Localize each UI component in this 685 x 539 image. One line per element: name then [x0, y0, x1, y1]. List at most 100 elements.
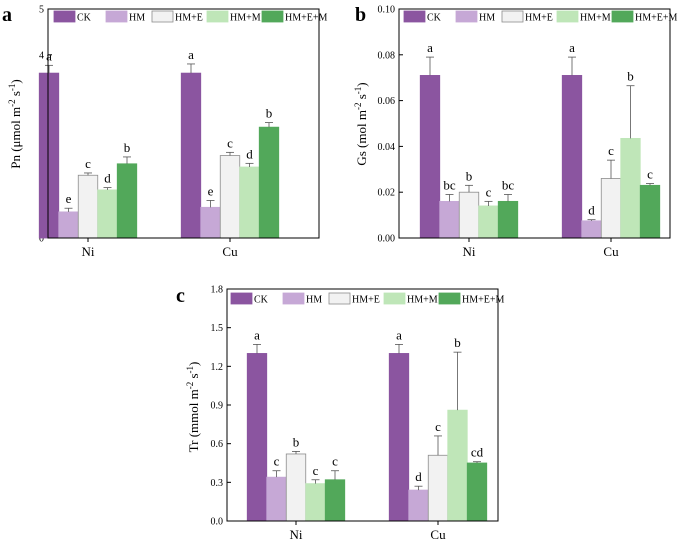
bar-hm-e-cu [601, 178, 621, 238]
y-axis-label: Pn (μmol m-2 s-1) [7, 79, 23, 169]
legend-swatch [283, 293, 304, 304]
significance-letter: c [85, 156, 91, 171]
significance-letter: a [254, 327, 260, 342]
legend-swatch [502, 11, 523, 22]
y-tick-label: 0.3 [211, 478, 224, 489]
bar-hm-m-ni [306, 484, 326, 521]
legend-swatch [54, 11, 75, 22]
y-tick-label: 0.6 [211, 439, 224, 450]
bar-ck-ni [39, 73, 59, 238]
legend-label: CK [254, 295, 269, 306]
y-tick-label: 0.08 [378, 50, 396, 61]
bar-ck-cu [181, 73, 201, 238]
legend-label: HM [129, 13, 145, 24]
panel-c: c Tr (mmol m-2 s-1) 0.00.30.60.91.21.51.… [176, 285, 505, 539]
legend-swatch [456, 11, 477, 22]
bar-hm-e-m-cu [640, 185, 660, 238]
legend-label: HM+M [580, 13, 611, 24]
legend-label: HM [306, 295, 322, 306]
bar-hm-e-ni [78, 175, 98, 238]
x-tick-label: Ni [290, 527, 303, 539]
legend-label: CK [77, 13, 92, 24]
y-tick-label: 0.9 [211, 401, 224, 412]
bar-ck-cu [389, 353, 409, 521]
legend-label: HM+E [175, 13, 203, 24]
legend-swatch [262, 11, 283, 22]
significance-letter: c [227, 135, 233, 150]
y-tick-label: 4 [39, 50, 44, 61]
legend-swatch [384, 293, 405, 304]
bar-hm-e-m-ni [117, 164, 137, 238]
bar-hm-e-m-ni [325, 480, 345, 521]
legend-label: HM+M [230, 13, 261, 24]
legend-swatch [152, 11, 173, 22]
legend-label: HM+E+M [635, 13, 678, 24]
significance-letter: c [313, 463, 319, 478]
legend-swatch [231, 293, 252, 304]
panel-label: c [176, 285, 185, 307]
bar-hm-cu [582, 221, 602, 238]
x-tick-label: Ni [463, 244, 476, 259]
bar-hm-m-ni [479, 206, 499, 238]
x-tick-label: Cu [222, 244, 238, 259]
panel-label: b [355, 4, 366, 26]
significance-letter: a [569, 40, 575, 55]
significance-letter: b [293, 434, 300, 449]
bar-hm-m-ni [98, 190, 118, 238]
y-axis-label: Gs (mol m-2 s-1) [353, 82, 369, 165]
significance-letter: c [435, 419, 441, 434]
significance-letter: d [588, 203, 595, 218]
legend-label: HM+M [407, 295, 438, 306]
y-tick-label: 0.0 [211, 517, 224, 528]
legend-swatch [404, 11, 425, 22]
significance-letter: c [608, 143, 614, 158]
bar-ck-ni [420, 75, 440, 238]
bar-hm-e-cu [428, 455, 448, 521]
legend-swatch [329, 293, 350, 304]
significance-letter: e [208, 183, 214, 198]
y-tick-label: 5 [39, 5, 44, 16]
bar-hm-e-m-cu [259, 127, 279, 238]
bar-hm-e-m-cu [467, 463, 487, 521]
significance-letter: c [647, 166, 653, 181]
bar-hm-cu [201, 207, 221, 238]
plot-area: 0.000.020.040.060.080.10a abcdbccbbccNi Cu… [378, 5, 678, 260]
legend-label: HM [479, 13, 495, 24]
bar-hm-ni [267, 477, 287, 521]
bar-hm-m-cu [448, 410, 468, 521]
legend-swatch [439, 293, 460, 304]
significance-letter: c [332, 454, 338, 469]
x-tick-label: Cu [603, 244, 619, 259]
significance-letter: b [124, 140, 131, 155]
figure: a Pn (μmol m-2 s-1) 012345aaeeccddbbNiCu… [0, 0, 685, 539]
legend-swatch [557, 11, 578, 22]
bar-ck-ni [247, 353, 267, 521]
y-tick-label: 0.00 [378, 234, 396, 245]
legend-swatch [207, 11, 228, 22]
significance-letter: b [454, 335, 461, 350]
bar-hm-e-ni [459, 192, 479, 238]
significance-letter: a [188, 47, 194, 62]
x-tick-label: Ni [82, 244, 95, 259]
significance-letter: bc [502, 177, 515, 192]
panel-a: a Pn (μmol m-2 s-1) 012345aaeeccddbbNiCu… [2, 4, 328, 259]
significance-letter: cd [471, 445, 484, 460]
panel-b: b Gs (mol m-2 s-1) 0.00 0.02 0.04 0.06 0.08 0… [353, 4, 678, 259]
y-tick-label: 0.04 [378, 142, 396, 153]
significance-letter: a [46, 48, 52, 63]
y-tick-label: 0.10 [378, 5, 396, 16]
significance-letter: a [396, 327, 402, 342]
bar-hm-m-cu [240, 167, 260, 238]
significance-letter: b [266, 106, 273, 121]
bar-hm-m-cu [621, 138, 641, 238]
bar-hm-e-m-ni [498, 201, 518, 238]
legend-swatch [612, 11, 633, 22]
legend-label: HM+E [352, 295, 380, 306]
significance-letter: d [104, 171, 111, 186]
y-tick-label: 0.02 [378, 188, 396, 199]
significance-letter: d [415, 469, 422, 484]
significance-letter: a [427, 40, 433, 55]
significance-letter: c [274, 454, 280, 469]
significance-letter: e [66, 191, 72, 206]
bar-hm-cu [409, 490, 429, 521]
